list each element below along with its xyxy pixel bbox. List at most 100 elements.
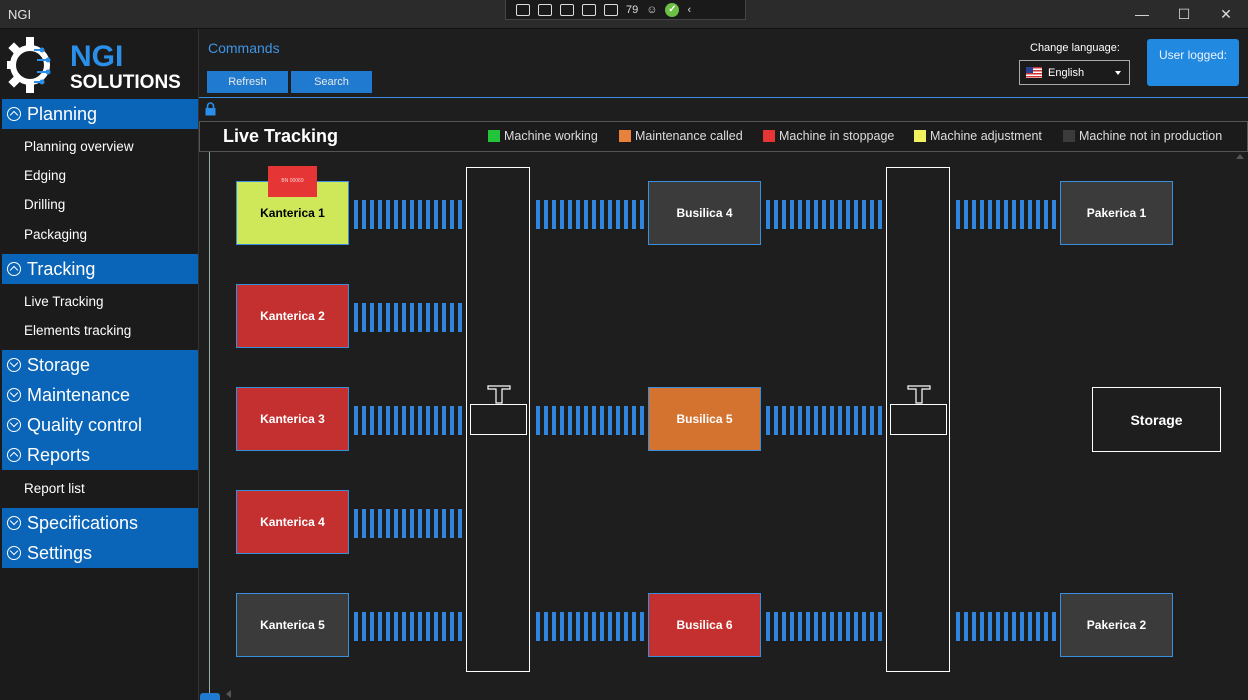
horizontal-scrollbar-thumb[interactable] xyxy=(200,693,220,700)
chevron-down-icon xyxy=(7,546,21,560)
maximize-button[interactable]: ☐ xyxy=(1177,6,1191,22)
machine-kanterica-4[interactable]: Kanterica 4 xyxy=(236,490,349,554)
search-button[interactable]: Search xyxy=(291,71,372,93)
change-language-label: Change language: xyxy=(1030,42,1120,54)
machine-busilica-6[interactable]: Busilica 6 xyxy=(648,593,761,657)
track-focus-icon[interactable] xyxy=(604,3,618,16)
check-icon[interactable]: ✓ xyxy=(665,2,680,17)
chevron-down-icon xyxy=(7,358,21,372)
sidebar-item-drilling[interactable]: Drilling xyxy=(24,197,66,212)
section-storage[interactable]: Storage xyxy=(2,350,198,380)
machine-busilica-5[interactable]: Busilica 5 xyxy=(648,387,761,451)
collapse-chevron-icon[interactable]: ‹ xyxy=(687,3,692,16)
section-label: Specifications xyxy=(27,512,139,533)
header-divider xyxy=(199,97,1248,98)
chevron-up-icon xyxy=(7,448,21,462)
legend-label: Machine adjustment xyxy=(930,129,1042,143)
us-flag-icon xyxy=(1026,67,1042,78)
shuttle-carrier[interactable] xyxy=(470,404,527,435)
element-tag[interactable]: BN 00069 xyxy=(268,166,317,197)
page-title: Live Tracking xyxy=(223,126,339,146)
section-label: Quality control xyxy=(27,414,143,435)
camera-icon[interactable] xyxy=(538,3,552,16)
conveyor xyxy=(536,612,646,641)
machine-kanterica-2[interactable]: Kanterica 2 xyxy=(236,284,349,348)
section-settings[interactable]: Settings xyxy=(2,538,198,568)
minimize-button[interactable]: — xyxy=(1135,6,1149,22)
legend-machine-adjustment: Machine adjustment xyxy=(914,129,1042,143)
machine-label: Kanterica 4 xyxy=(260,515,325,529)
carrier-hook-icon xyxy=(907,385,931,404)
machine-pakerica-2[interactable]: Pakerica 2 xyxy=(1060,593,1173,657)
logo-text-solutions: SOLUTIONS xyxy=(70,72,181,93)
refresh-button[interactable]: Refresh xyxy=(207,71,288,93)
conveyor xyxy=(536,200,646,229)
machine-label: Busilica 4 xyxy=(676,206,733,220)
section-label: Planning xyxy=(27,103,98,124)
shuttle-carrier[interactable] xyxy=(890,404,947,435)
storage-box[interactable]: Storage xyxy=(1092,387,1221,452)
machine-kanterica-5[interactable]: Kanterica 5 xyxy=(236,593,349,657)
layout-adorner-icon[interactable] xyxy=(582,3,596,16)
sidebar-item-report-list[interactable]: Report list xyxy=(24,481,85,496)
language-value: English xyxy=(1048,66,1085,79)
legend-label: Machine in stoppage xyxy=(779,129,895,143)
machine-label: Kanterica 1 xyxy=(260,206,325,220)
legend-label: Maintenance called xyxy=(635,129,743,143)
section-label: Tracking xyxy=(27,258,96,279)
sidebar-item-elements-tracking[interactable]: Elements tracking xyxy=(24,323,132,338)
lock-icon[interactable] xyxy=(205,102,216,116)
section-planning[interactable]: Planning xyxy=(2,99,198,129)
sidebar-item-live-tracking[interactable]: Live Tracking xyxy=(24,294,104,309)
conveyor xyxy=(766,612,884,641)
chevron-up-icon xyxy=(7,107,21,121)
section-quality-control[interactable]: Quality control xyxy=(2,410,198,440)
logo-text-ngi: NGI xyxy=(70,40,123,73)
debug-toolbar: 79 ☺ ✓ ‹ xyxy=(505,0,746,20)
close-button[interactable]: ✕ xyxy=(1220,6,1232,22)
sidebar-item-planning-overview[interactable]: Planning overview xyxy=(24,139,134,154)
machine-pakerica-1[interactable]: Pakerica 1 xyxy=(1060,181,1173,245)
legend-machine-in-stoppage: Machine in stoppage xyxy=(763,129,894,143)
conveyor xyxy=(354,303,464,332)
binding-failures-counter[interactable]: 79 xyxy=(626,3,639,16)
legend-machine-working: Machine working xyxy=(488,129,598,143)
scroll-up-arrow-icon[interactable] xyxy=(1236,154,1244,159)
user-logged-panel[interactable]: User logged: xyxy=(1147,39,1239,86)
chevron-down-icon xyxy=(7,418,21,432)
section-specifications[interactable]: Specifications xyxy=(2,508,198,538)
sidebar-item-packaging[interactable]: Packaging xyxy=(24,227,88,242)
window-title: NGI xyxy=(8,7,32,22)
live-tree-icon[interactable] xyxy=(516,3,530,16)
conveyor xyxy=(766,406,884,435)
chevron-down-icon xyxy=(7,516,21,530)
conveyor xyxy=(354,406,464,435)
user-logged-label: User logged: xyxy=(1158,48,1228,62)
conveyor xyxy=(956,612,1058,641)
accessibility-icon[interactable]: ☺ xyxy=(646,3,658,16)
section-maintenance[interactable]: Maintenance xyxy=(2,380,198,410)
section-label: Storage xyxy=(27,354,91,375)
conveyor xyxy=(354,612,464,641)
machine-busilica-4[interactable]: Busilica 4 xyxy=(648,181,761,245)
legend-machine-not-in-production: Machine not in production xyxy=(1063,129,1222,143)
machine-kanterica-3[interactable]: Kanterica 3 xyxy=(236,387,349,451)
legend-swatch xyxy=(914,130,926,142)
machine-label: Pakerica 2 xyxy=(1086,618,1147,632)
machine-label: Busilica 6 xyxy=(676,618,733,632)
language-select[interactable]: English xyxy=(1019,60,1130,85)
chevron-up-icon xyxy=(7,262,21,276)
machine-label: Kanterica 5 xyxy=(260,618,325,632)
carrier-hook-icon xyxy=(487,385,511,404)
legend-maintenance-called: Maintenance called xyxy=(619,129,743,143)
canvas-left-rail xyxy=(209,152,210,700)
sidebar-item-edging[interactable]: Edging xyxy=(24,168,67,183)
conveyor xyxy=(956,200,1058,229)
commands-title: Commands xyxy=(208,40,280,56)
section-reports[interactable]: Reports xyxy=(2,440,198,470)
select-element-icon[interactable] xyxy=(560,3,574,16)
legend-label: Machine not in production xyxy=(1079,129,1223,143)
section-tracking[interactable]: Tracking xyxy=(2,254,198,284)
scroll-left-arrow-icon[interactable] xyxy=(226,690,231,698)
